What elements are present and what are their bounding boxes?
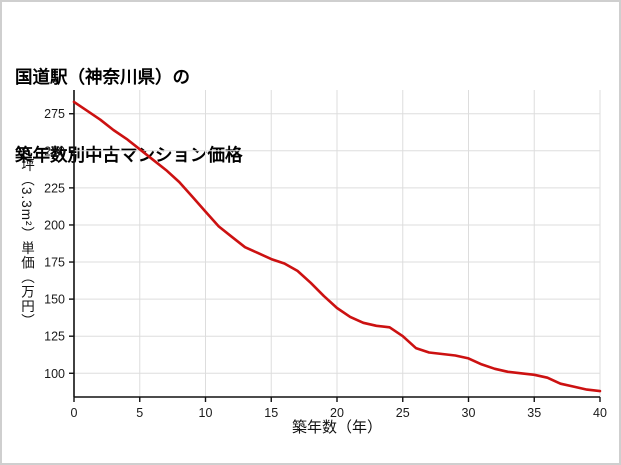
y-tick-label: 200 [44, 218, 65, 232]
x-tick-label: 25 [396, 406, 410, 420]
price-line [72, 100, 602, 393]
y-tick-label: 250 [44, 144, 65, 158]
x-tick-label: 0 [71, 406, 78, 420]
x-axis-label: 築年数（年） [291, 419, 382, 436]
x-tick-label: 35 [527, 406, 541, 420]
y-tick-label: 150 [44, 293, 65, 307]
y-axis-label: 坪（3.3m²）単価（万円） [19, 158, 34, 329]
x-tick-label: 40 [593, 406, 607, 420]
x-tick-label: 5 [136, 406, 143, 420]
x-tick-label: 30 [462, 406, 476, 420]
y-tick-label: 225 [44, 181, 65, 195]
y-tick-label: 175 [44, 256, 65, 270]
y-tick-label: 275 [44, 107, 65, 121]
x-tick-label: 10 [199, 406, 213, 420]
y-tick-label: 100 [44, 367, 65, 381]
chart-title-line-1: 国道駅（神奈川県）の [15, 66, 190, 87]
x-tick-label: 15 [264, 406, 278, 420]
x-tick-label: 20 [330, 406, 344, 420]
y-tick-label: 125 [44, 330, 65, 344]
line-chart: 0 5 10 15 20 25 30 35 40 100 125 150 175 200 225 250 275 [44, 90, 607, 420]
